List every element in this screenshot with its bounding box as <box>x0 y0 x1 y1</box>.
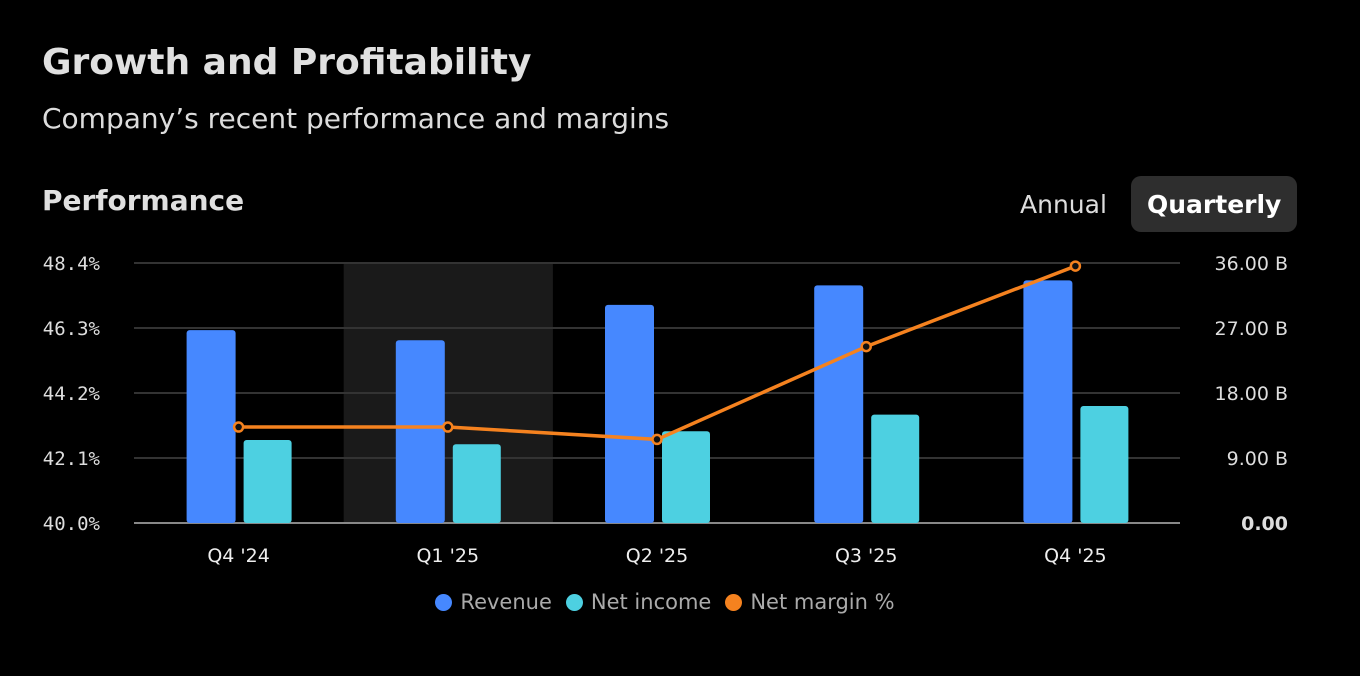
left-axis-tick: 48.4% <box>43 253 101 275</box>
right-axis-tick: 9.00 B <box>1227 448 1288 470</box>
legend-label: Revenue <box>460 590 552 614</box>
page-title: Growth and Profitability <box>42 42 532 83</box>
legend-label: Net income <box>590 590 712 614</box>
left-axis-tick: 44.2% <box>43 383 101 405</box>
x-axis-tick: Q2 '25 <box>626 545 688 567</box>
revenue-bar <box>814 285 864 523</box>
revenue-bar <box>395 340 445 523</box>
net-margin-point <box>442 421 454 433</box>
right-axis-tick: 18.00 B <box>1215 383 1288 405</box>
net-margin-point <box>651 433 663 446</box>
annual-toggle-button[interactable]: Annual <box>1020 189 1107 219</box>
left-axis-tick: 46.3% <box>43 318 101 340</box>
x-axis-tick: Q3 '25 <box>835 545 897 567</box>
net-income-bar <box>243 439 292 523</box>
net-margin-point <box>1069 260 1082 272</box>
right-axis-tick: 27.00 B <box>1215 318 1288 340</box>
right-axis-tick: 0.00 <box>1241 513 1288 535</box>
page-subtitle: Company’s recent performance and margins <box>42 102 670 135</box>
net-income-bar <box>452 444 501 523</box>
left-axis-tick: 40.0% <box>43 513 101 535</box>
net-income-bar <box>871 414 920 523</box>
revenue-bar <box>605 304 654 523</box>
x-axis-tick: Q1 '25 <box>417 545 479 567</box>
left-axis-tick: 42.1% <box>43 448 101 470</box>
revenue-bar <box>186 330 236 523</box>
net-income-bar <box>662 431 710 523</box>
legend-net-income[interactable]: Net income <box>565 590 712 614</box>
net-margin-point <box>232 421 245 433</box>
legend-label: Net margin % <box>750 590 895 614</box>
revenue-swatch <box>435 593 453 611</box>
legend-net-margin[interactable]: Net margin % <box>725 590 895 614</box>
net-income-swatch <box>565 593 583 611</box>
right-axis-tick: 36.00 B <box>1215 253 1288 275</box>
x-axis-tick: Q4 '25 <box>1044 545 1106 567</box>
quarterly-toggle-button[interactable]: Quarterly <box>1131 176 1298 232</box>
legend-revenue[interactable]: Revenue <box>435 590 552 614</box>
net-margin-point <box>860 340 872 353</box>
x-axis-tick: Q4 '24 <box>207 545 269 567</box>
chart-legend: Revenue Net income Net margin % <box>0 590 1330 614</box>
revenue-bar <box>1023 280 1073 523</box>
net-margin-swatch <box>725 593 743 611</box>
net-income-bar <box>1080 406 1129 523</box>
section-title: Performance <box>42 184 245 217</box>
